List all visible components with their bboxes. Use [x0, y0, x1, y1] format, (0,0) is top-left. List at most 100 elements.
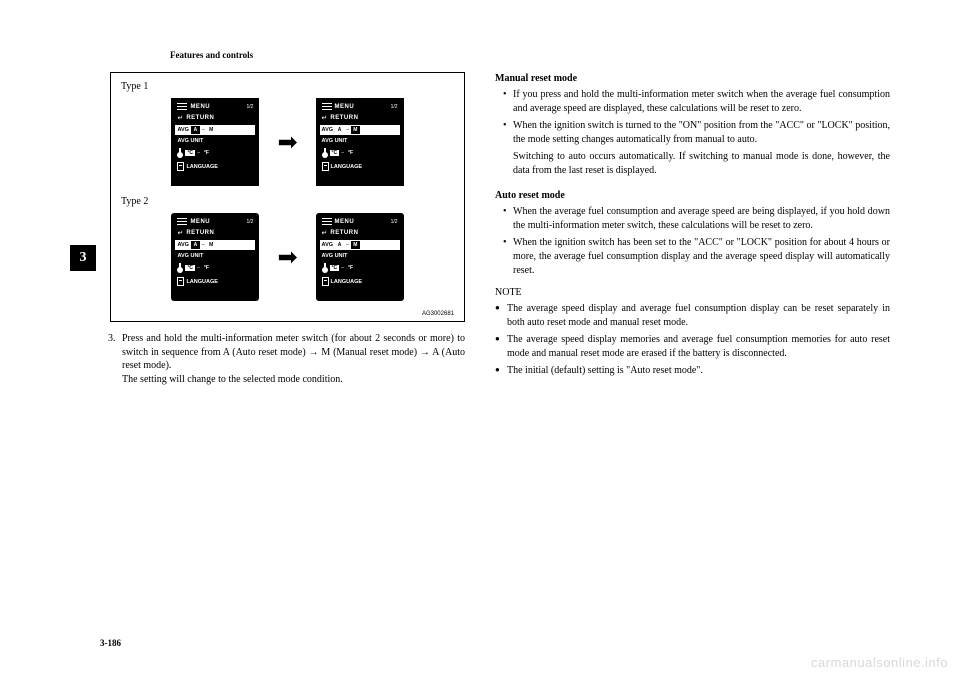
step-sub: The setting will change to the selected …: [122, 373, 465, 387]
dash: –: [341, 150, 344, 156]
display-screen: MENU 1/2 ↵ RETURN AVG A – M: [171, 98, 259, 186]
note-heading: NOTE: [495, 286, 890, 300]
page-indicator: 1/2: [391, 104, 398, 110]
avg-label: AVG: [177, 127, 189, 133]
mode-m: M: [207, 241, 216, 249]
dash: –: [197, 150, 200, 156]
return-icon: ↵: [322, 114, 328, 122]
menu-icon: [177, 218, 187, 225]
fahrenheit: °F: [346, 150, 355, 156]
left-column: Type 1 MENU 1/2 ↵ RETURN: [70, 72, 465, 386]
bullet-text: When the ignition switch has been set to…: [513, 236, 890, 278]
mode-a: A: [191, 126, 200, 134]
avg-unit-label: AVG UNIT: [177, 138, 203, 144]
avg-unit-label: AVG UNIT: [322, 138, 348, 144]
bullet-mark: •: [503, 205, 513, 233]
avg-unit-label: AVG UNIT: [177, 253, 203, 259]
avg-label: AVG: [322, 242, 334, 248]
dash: –: [346, 242, 349, 248]
auto-reset-heading: Auto reset mode: [495, 189, 890, 203]
return-icon: ↵: [322, 229, 328, 237]
type1-label: Type 1: [121, 81, 454, 92]
bullet-item: • When the average fuel consumption and …: [503, 205, 890, 233]
display-screen: MENU 1/2 ↵ RETURN AVG A – M: [171, 213, 259, 301]
note-mark: ●: [495, 302, 507, 330]
avg-unit-label: AVG UNIT: [322, 253, 348, 259]
page-number: 3-186: [100, 638, 121, 648]
celsius: °C: [330, 265, 340, 271]
dash: –: [202, 242, 205, 248]
figure-code: AG3002681: [121, 311, 454, 317]
type1-row: MENU 1/2 ↵ RETURN AVG A – M: [121, 98, 454, 186]
menu-icon: [322, 103, 332, 110]
avg-label: AVG: [177, 242, 189, 248]
language-icon: [177, 162, 184, 171]
mode-m: M: [351, 126, 360, 134]
manual-reset-heading: Manual reset mode: [495, 72, 890, 86]
bullet-item: • When the ignition switch is turned to …: [503, 119, 890, 147]
avg-label: AVG: [322, 127, 334, 133]
celsius: °C: [185, 150, 195, 156]
menu-icon: [177, 103, 187, 110]
page-header: Features and controls: [170, 50, 890, 60]
thermometer-icon: [322, 263, 328, 273]
thermometer-icon: [177, 263, 183, 273]
note-mark: ●: [495, 364, 507, 378]
page-indicator: 1/2: [246, 104, 253, 110]
arrow-right-icon: ➡: [277, 243, 297, 272]
dash: –: [341, 265, 344, 271]
language-label: LANGUAGE: [186, 279, 217, 285]
note-text: The initial (default) setting is "Auto r…: [507, 364, 890, 378]
menu-label: MENU: [190, 219, 210, 225]
dash: –: [202, 127, 205, 133]
arrow-right-icon: ➡: [277, 128, 297, 157]
language-label: LANGUAGE: [186, 164, 217, 170]
fahrenheit: °F: [202, 265, 211, 271]
step-body: Press and hold the multi-information met…: [122, 333, 465, 371]
celsius: °C: [185, 265, 195, 271]
bullet-sub: Switching to auto occurs automatically. …: [513, 150, 890, 178]
thermometer-icon: [322, 148, 328, 158]
display-screen: MENU 1/2 ↵ RETURN AVG A – M: [316, 213, 404, 301]
type2-label: Type 2: [121, 196, 454, 207]
bullet-text: When the average fuel consumption and av…: [513, 205, 890, 233]
figure-box: Type 1 MENU 1/2 ↵ RETURN: [110, 72, 465, 322]
return-label: RETURN: [186, 230, 214, 236]
page-indicator: 1/2: [246, 219, 253, 225]
content-area: Type 1 MENU 1/2 ↵ RETURN: [70, 72, 890, 386]
language-icon: [177, 277, 184, 286]
page-indicator: 1/2: [391, 219, 398, 225]
mode-m: M: [207, 126, 216, 134]
step-text: 3.Press and hold the multi-information m…: [122, 332, 465, 373]
menu-label: MENU: [190, 104, 210, 110]
bullet-item: • If you press and hold the multi-inform…: [503, 88, 890, 116]
mode-m: M: [351, 241, 360, 249]
display-screen: MENU 1/2 ↵ RETURN AVG A – M: [316, 98, 404, 186]
language-icon: [322, 162, 329, 171]
mode-a: A: [191, 241, 200, 249]
return-label: RETURN: [330, 115, 358, 121]
return-icon: ↵: [177, 229, 183, 237]
type2-row: MENU 1/2 ↵ RETURN AVG A – M: [121, 213, 454, 301]
celsius: °C: [330, 150, 340, 156]
dash: –: [197, 265, 200, 271]
language-icon: [322, 277, 329, 286]
return-icon: ↵: [177, 114, 183, 122]
return-label: RETURN: [186, 115, 214, 121]
note-item: ● The average speed display memories and…: [495, 333, 890, 361]
menu-label: MENU: [335, 104, 355, 110]
bullet-text: When the ignition switch is turned to th…: [513, 119, 890, 147]
thermometer-icon: [177, 148, 183, 158]
type1-section: Type 1 MENU 1/2 ↵ RETURN: [121, 81, 454, 186]
fahrenheit: °F: [346, 265, 355, 271]
note-text: The average speed display and average fu…: [507, 302, 890, 330]
right-column: Manual reset mode • If you press and hol…: [495, 72, 890, 386]
bullet-mark: •: [503, 236, 513, 278]
bullet-mark: •: [503, 88, 513, 116]
dash: –: [346, 127, 349, 133]
note-mark: ●: [495, 333, 507, 361]
bullet-text: If you press and hold the multi-informat…: [513, 88, 890, 116]
chapter-tab: 3: [70, 245, 96, 271]
fahrenheit: °F: [202, 150, 211, 156]
note-text: The average speed display memories and a…: [507, 333, 890, 361]
